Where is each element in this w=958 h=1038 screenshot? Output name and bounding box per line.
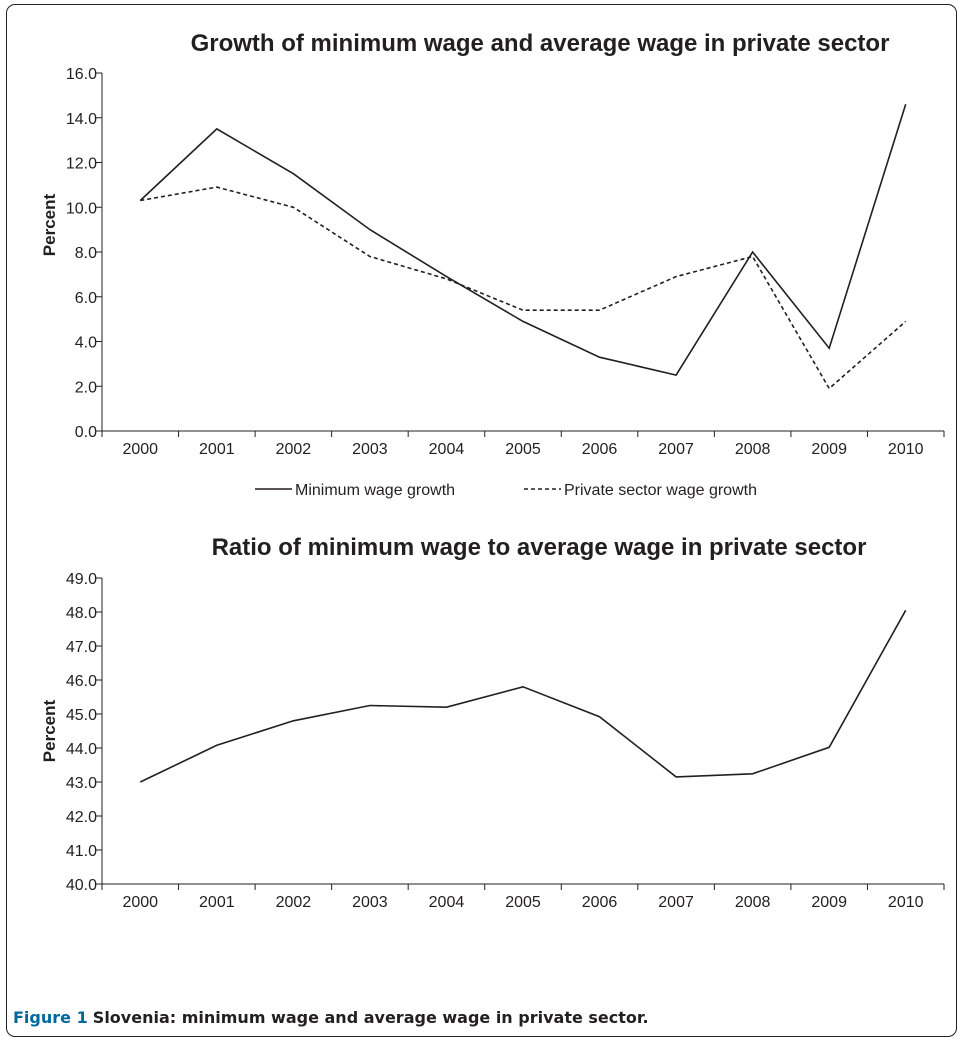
- y-axis-title: Percent: [40, 699, 59, 762]
- x-tick-label: 2004: [429, 894, 465, 911]
- x-tick-label: 2008: [735, 894, 771, 911]
- series-line-minimum-wage-growth: [140, 104, 905, 375]
- y-tick-label: 41.0: [66, 843, 97, 860]
- y-tick-label: 47.0: [66, 639, 97, 656]
- caption-label: Figure 1: [13, 1008, 88, 1027]
- x-tick-label: 2010: [888, 894, 924, 911]
- x-tick-label: 2005: [505, 894, 541, 911]
- y-tick-label: 16.0: [66, 66, 97, 83]
- y-tick-label: 10.0: [66, 200, 97, 217]
- series-layer: [140, 104, 905, 388]
- y-tick-label: 8.0: [75, 245, 97, 262]
- x-tick-label: 2000: [122, 441, 158, 458]
- series-line-private-sector-wage-growth: [140, 187, 905, 388]
- legend-label-private-sector: Private sector wage growth: [564, 482, 757, 499]
- y-tick-label: 0.0: [75, 424, 97, 441]
- x-tick-label: 2004: [429, 441, 465, 458]
- x-tick-label: 2006: [582, 894, 618, 911]
- tick-labels: 40.0 41.0 42.0 43.0 44.0 45.0 46.0 47.0 48.0 49.0…: [66, 571, 924, 911]
- x-tick-label: 2000: [122, 894, 158, 911]
- y-tick-label: 46.0: [66, 673, 97, 690]
- y-tick-label: 2.0: [75, 379, 97, 396]
- x-tick-label: 2008: [735, 441, 771, 458]
- legend: Minimum wage growth Private sector wage …: [255, 482, 757, 499]
- x-tick-label: 2002: [276, 441, 312, 458]
- axes: [96, 578, 944, 890]
- chart-ratio: Ratio of minimum wage to average wage in…: [40, 534, 944, 911]
- y-tick-label: 42.0: [66, 809, 97, 826]
- x-tick-label: 2001: [199, 894, 235, 911]
- y-tick-label: 40.0: [66, 877, 97, 894]
- y-tick-label: 14.0: [66, 111, 97, 128]
- y-tick-label: 4.0: [75, 335, 97, 352]
- chart-title: Ratio of minimum wage to average wage in…: [212, 534, 867, 561]
- y-tick-label: 43.0: [66, 775, 97, 792]
- y-tick-label: 48.0: [66, 605, 97, 622]
- y-axis-title: Percent: [40, 193, 59, 256]
- x-tick-label: 2003: [352, 441, 388, 458]
- caption-text: Slovenia: minimum wage and average wage …: [93, 1008, 649, 1027]
- x-tick-label: 2005: [505, 441, 541, 458]
- x-tick-label: 2010: [888, 441, 924, 458]
- x-tick-label: 2006: [582, 441, 618, 458]
- series-line-series-1: [140, 610, 905, 782]
- x-tick-label: 2001: [199, 441, 235, 458]
- x-tick-label: 2007: [658, 441, 694, 458]
- y-tick-label: 44.0: [66, 741, 97, 758]
- x-tick-label: 2009: [811, 894, 847, 911]
- x-tick-label: 2003: [352, 894, 388, 911]
- axes: [96, 73, 944, 437]
- figure-caption: Figure 1 Slovenia: minimum wage and aver…: [13, 1008, 649, 1027]
- x-tick-label: 2007: [658, 894, 694, 911]
- x-tick-label: 2009: [811, 441, 847, 458]
- chart-title: Growth of minimum wage and average wage …: [191, 30, 890, 57]
- y-tick-label: 12.0: [66, 156, 97, 173]
- y-tick-label: 49.0: [66, 571, 97, 588]
- y-tick-label: 6.0: [75, 290, 97, 307]
- x-tick-label: 2002: [276, 894, 312, 911]
- series-layer: [140, 610, 905, 782]
- legend-label-minimum-wage: Minimum wage growth: [295, 482, 455, 499]
- tick-labels: 0.0 2.0 4.0 6.0 8.0 10.0 12.0 14.0 16.0 2000 2001 2…: [66, 66, 924, 458]
- chart-growth: Growth of minimum wage and average wage …: [40, 30, 944, 499]
- y-tick-label: 45.0: [66, 707, 97, 724]
